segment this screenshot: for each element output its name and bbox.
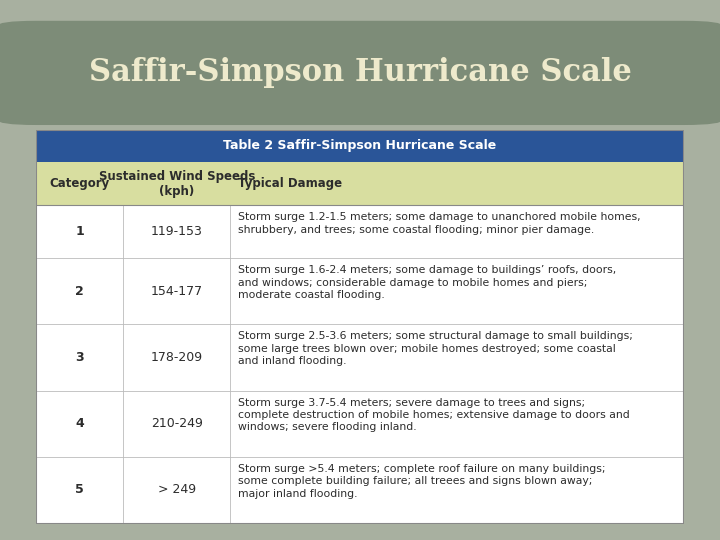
Text: 4: 4 xyxy=(76,417,84,430)
Text: 2: 2 xyxy=(76,285,84,298)
Text: 119-153: 119-153 xyxy=(151,225,203,238)
Bar xyxy=(36,205,684,258)
Text: Sustained Wind Speeds
(kph): Sustained Wind Speeds (kph) xyxy=(99,170,255,198)
Text: Storm surge 2.5-3.6 meters; some structural damage to small buildings;
some larg: Storm surge 2.5-3.6 meters; some structu… xyxy=(238,332,633,366)
Text: Table 2 Saffir-Simpson Hurricane Scale: Table 2 Saffir-Simpson Hurricane Scale xyxy=(223,139,497,152)
Text: Typical Damage: Typical Damage xyxy=(238,177,342,190)
Text: Saffir-Simpson Hurricane Scale: Saffir-Simpson Hurricane Scale xyxy=(89,57,631,89)
Text: 154-177: 154-177 xyxy=(151,285,203,298)
FancyBboxPatch shape xyxy=(0,22,720,124)
Bar xyxy=(36,130,684,162)
Bar xyxy=(36,258,684,325)
Bar xyxy=(36,162,684,205)
Bar xyxy=(36,325,684,390)
Text: Storm surge 1.6-2.4 meters; some damage to buildings’ roofs, doors,
and windows;: Storm surge 1.6-2.4 meters; some damage … xyxy=(238,265,616,300)
Text: Storm surge >5.4 meters; complete roof failure on many buildings;
some complete : Storm surge >5.4 meters; complete roof f… xyxy=(238,464,606,498)
Text: 3: 3 xyxy=(76,351,84,364)
Text: Category: Category xyxy=(50,177,110,190)
Text: 178-209: 178-209 xyxy=(151,351,203,364)
Text: Storm surge 1.2-1.5 meters; some damage to unanchored mobile homes,
shrubbery, a: Storm surge 1.2-1.5 meters; some damage … xyxy=(238,212,641,235)
Bar xyxy=(36,390,684,457)
Text: 210-249: 210-249 xyxy=(151,417,203,430)
Text: Storm surge 3.7-5.4 meters; severe damage to trees and signs;
complete destructi: Storm surge 3.7-5.4 meters; severe damag… xyxy=(238,397,630,433)
Text: > 249: > 249 xyxy=(158,483,196,496)
Bar xyxy=(36,457,684,523)
Text: 5: 5 xyxy=(76,483,84,496)
Text: 1: 1 xyxy=(76,225,84,238)
